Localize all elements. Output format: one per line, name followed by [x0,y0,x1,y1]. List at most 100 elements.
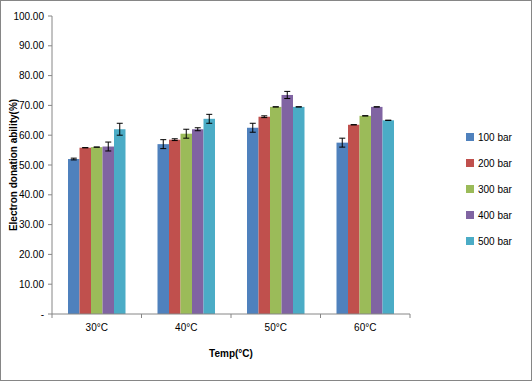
bar [181,134,193,314]
legend-swatch [466,211,474,219]
error-cap [296,106,302,107]
y-tick [48,284,52,285]
bar [103,147,115,314]
legend-label: 300 bar [478,184,513,195]
bars [68,91,394,314]
error-cap [351,124,357,125]
error-cap [351,124,357,125]
bar [383,120,395,314]
bar [360,116,372,314]
error-cap [273,106,279,107]
error-stem [287,91,288,98]
error-cap [195,130,201,131]
x-tick [231,314,232,318]
y-tick [48,16,52,17]
y-tick [48,314,52,315]
error-bar [206,114,212,123]
error-cap [160,148,166,149]
y-tick-label: 80.00 [19,70,44,81]
legend-swatch [466,133,474,141]
x-tick [410,314,411,318]
error-cap [195,127,201,128]
error-bar [183,129,189,138]
error-bar [284,91,290,98]
error-cap [374,106,380,107]
error-bar [385,120,391,121]
error-cap [71,158,77,159]
bar [348,125,360,314]
bar [337,143,349,314]
y-tick-label: 50.00 [19,160,44,171]
legend-swatch [466,237,474,245]
bar [68,159,80,314]
bar [91,147,103,314]
error-cap [261,117,267,118]
x-tick-label: 50°C [265,322,287,333]
legend-label: 200 bar [478,158,513,169]
bar [158,144,170,314]
error-cap [94,147,100,148]
error-stem [342,138,343,147]
x-tick-label: 40°C [175,322,197,333]
error-bar [105,142,111,151]
error-cap [71,159,77,160]
legend-swatch [466,185,474,193]
x-tick [320,314,321,318]
chart: -10.0020.0030.0040.0050.0060.0070.0080.0… [0,0,532,381]
error-bar [172,139,178,141]
bar [204,119,216,314]
error-cap [105,142,111,143]
error-bar [117,123,123,135]
y-tick [48,105,52,106]
legend-label: 400 bar [478,210,513,221]
error-bar [71,158,77,160]
error-cap [82,147,88,148]
y-tick [48,45,52,46]
y-tick-label: 100.00 [13,11,44,22]
bar [282,95,294,314]
y-tick [48,165,52,166]
y-tick-label: 20.00 [19,249,44,260]
bar [371,107,383,314]
error-bar [195,128,201,131]
bar [293,107,305,314]
y-tick-label: - [41,309,44,320]
error-cap [206,123,212,124]
bar [247,128,259,314]
error-cap [206,114,212,115]
error-cap [250,132,256,133]
y-tick-label: 30.00 [19,219,44,230]
y-tick [48,224,52,225]
error-bar [250,123,256,132]
error-cap [385,120,391,121]
legend-label: 500 bar [478,236,513,247]
error-stem [186,129,187,138]
error-bar [362,115,368,116]
error-bar [94,147,100,148]
bar [192,129,204,314]
error-bar [351,124,357,125]
error-cap [160,139,166,140]
legend-label: 100 bar [478,132,513,143]
y-axis-title: Electron donation ability(%) [8,99,19,231]
error-cap [284,91,290,92]
x-tick [141,314,142,318]
error-stem [252,123,253,132]
error-cap [374,106,380,107]
error-cap [172,138,178,139]
error-cap [261,115,267,116]
y-tick-label: 10.00 [19,279,44,290]
error-cap [362,115,368,116]
y-tick-label: 40.00 [19,189,44,200]
error-cap [172,140,178,141]
chart-border [1,1,532,381]
error-cap [385,120,391,121]
error-cap [339,147,345,148]
y-axis [52,16,53,314]
x-tick-label: 30°C [86,322,108,333]
error-bar [273,106,279,107]
y-tick [48,254,52,255]
error-cap [183,138,189,139]
x-tick [52,314,53,318]
bar [259,117,271,314]
